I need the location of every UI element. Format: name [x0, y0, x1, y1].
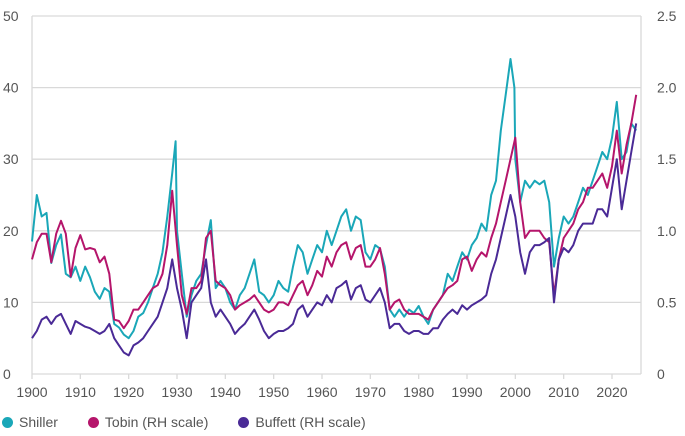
- x-tick-label: 2020: [596, 384, 627, 400]
- x-tick-label: 1900: [16, 384, 47, 400]
- y2-tick-label: 2.0: [657, 80, 677, 96]
- series-line-tobin: [31, 94, 638, 330]
- x-tick-label: 1960: [306, 384, 337, 400]
- series-line-buffett: [31, 123, 638, 357]
- legend-dot-icon: [238, 416, 250, 428]
- y-axis-right-ticks: 0 0.5 1.0 1.5 2.0 2.5: [657, 8, 677, 382]
- y-axis-left-ticks: 0 10 20 30 40 50: [3, 8, 19, 382]
- x-tick-label: 1990: [451, 384, 482, 400]
- x-tick-label: 2010: [548, 384, 579, 400]
- y2-tick-label: 1.0: [657, 223, 677, 239]
- x-tick-label: 2000: [500, 384, 531, 400]
- y-tick-label: 30: [3, 151, 19, 167]
- legend-label: Tobin (RH scale): [104, 414, 209, 430]
- legend-label: Shiller: [19, 414, 58, 430]
- series-line-shiller: [31, 58, 638, 340]
- legend-item-buffett[interactable]: Buffett (RH scale): [238, 414, 366, 430]
- legend: Shiller Tobin (RH scale) Buffett (RH sca…: [0, 414, 396, 430]
- x-tick-label: 1930: [161, 384, 192, 400]
- legend-item-tobin[interactable]: Tobin (RH scale): [87, 414, 209, 430]
- x-tick-label: 1970: [355, 384, 386, 400]
- y2-tick-label: 1.5: [657, 151, 677, 167]
- axes: [31, 16, 642, 375]
- x-tick-label: 1950: [258, 384, 289, 400]
- y2-tick-label: 0.5: [657, 294, 677, 310]
- y2-tick-label: 2.5: [657, 8, 677, 24]
- x-tick-label: 1940: [210, 384, 241, 400]
- series-lines: [31, 58, 638, 357]
- legend-item-shiller[interactable]: Shiller: [2, 414, 58, 430]
- y2-tick-label: 0: [657, 366, 665, 382]
- y-tick-label: 20: [3, 223, 19, 239]
- gridlines: [32, 15, 641, 304]
- y-tick-label: 10: [3, 294, 19, 310]
- legend-dot-icon: [2, 416, 13, 428]
- y-tick-label: 50: [3, 8, 19, 24]
- y-tick-label: 40: [3, 80, 19, 96]
- x-tick-label: 1910: [65, 384, 96, 400]
- legend-dot-icon: [87, 416, 99, 428]
- y-tick-label: 0: [3, 366, 11, 382]
- legend-label: Buffett (RH scale): [255, 414, 366, 430]
- x-axis-ticks: 1900 1910 1920 1930 1940 1950 1960 1970 1980 1990…: [16, 374, 628, 400]
- x-tick-label: 1920: [113, 384, 144, 400]
- x-tick-label: 1980: [403, 384, 434, 400]
